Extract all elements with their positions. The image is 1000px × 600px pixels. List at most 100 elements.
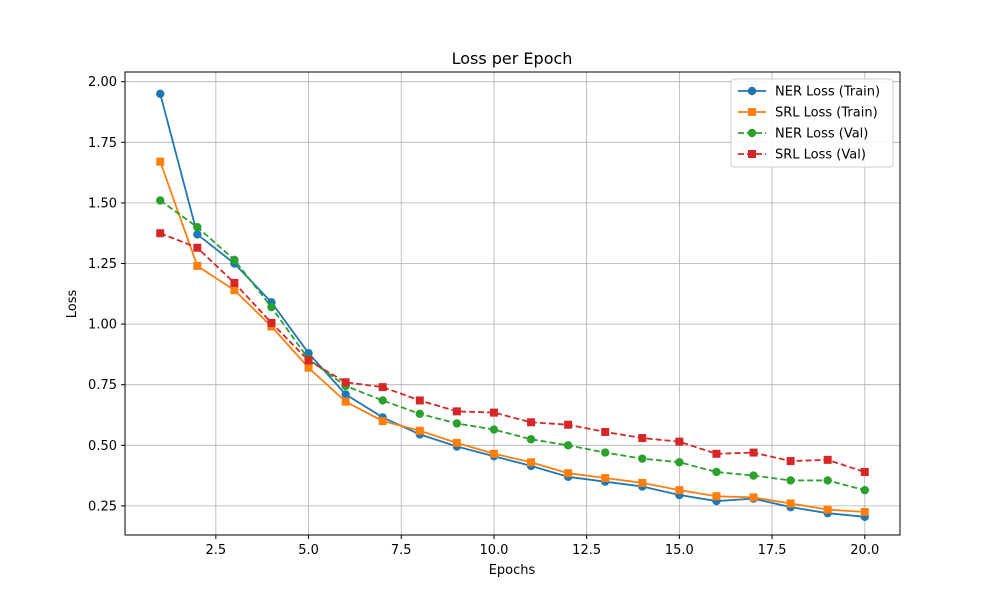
data-point xyxy=(860,467,869,476)
data-point xyxy=(675,486,684,495)
data-point xyxy=(304,363,313,372)
data-point xyxy=(823,455,832,464)
legend: NER Loss (Train) SRL Loss (Train) NER Loss… xyxy=(730,78,894,168)
x-tick-label: 7.5 xyxy=(391,543,412,558)
data-point xyxy=(749,471,758,480)
data-point xyxy=(267,302,276,312)
data-point xyxy=(341,390,350,399)
data-point xyxy=(823,505,832,514)
data-point xyxy=(230,286,239,295)
data-point xyxy=(675,437,684,446)
data-point xyxy=(489,449,498,458)
y-tick-label: 1.50 xyxy=(88,196,117,211)
data-point xyxy=(786,457,795,466)
series-1 xyxy=(156,157,869,516)
data-point xyxy=(156,229,165,238)
data-point xyxy=(823,476,832,485)
data-point xyxy=(378,417,387,426)
data-point xyxy=(452,438,461,447)
data-point xyxy=(712,467,721,477)
data-point xyxy=(601,448,610,457)
x-tick-label: 5.0 xyxy=(298,543,319,558)
data-point xyxy=(860,507,869,516)
data-point xyxy=(341,397,350,406)
data-point xyxy=(193,222,202,232)
data-point xyxy=(193,230,202,239)
data-point xyxy=(378,383,387,392)
data-point xyxy=(601,474,610,483)
data-point xyxy=(786,499,795,508)
y-tick-label: 0.25 xyxy=(88,499,117,514)
legend-label: NER Loss (Val) xyxy=(775,127,868,142)
data-point xyxy=(193,243,202,252)
data-point xyxy=(415,409,424,418)
data-point xyxy=(563,441,573,450)
legend-marker xyxy=(747,128,757,138)
series-layer xyxy=(156,89,869,522)
series-line xyxy=(159,199,866,492)
y-tick-label: 0.50 xyxy=(88,439,117,454)
data-point xyxy=(267,318,276,327)
series-line xyxy=(159,161,865,513)
legend-entry: SRL Loss (Train) xyxy=(738,106,878,121)
data-point xyxy=(564,469,573,478)
data-point xyxy=(860,485,869,495)
legend-label: SRL Loss (Val) xyxy=(775,148,866,163)
y-tick-label: 1.25 xyxy=(88,257,117,272)
data-point xyxy=(638,454,647,463)
data-point xyxy=(378,396,387,405)
x-tick-label: 15.0 xyxy=(665,543,694,558)
data-point xyxy=(304,348,313,358)
data-point xyxy=(712,449,721,458)
data-point xyxy=(489,425,499,434)
data-point xyxy=(527,458,536,467)
legend-entry: NER Loss (Val) xyxy=(738,127,868,142)
legend-label: SRL Loss (Train) xyxy=(775,106,878,121)
data-point xyxy=(452,407,461,416)
data-point xyxy=(156,196,165,205)
x-tick-label: 17.5 xyxy=(758,543,787,558)
x-tick-label: 10.0 xyxy=(479,543,508,558)
legend-entry: NER Loss (Train) xyxy=(738,85,880,100)
chart-title: Loss per Epoch xyxy=(452,49,573,68)
x-tick-label: 2.5 xyxy=(206,543,227,558)
data-point xyxy=(415,426,424,435)
y-axis-label: Loss xyxy=(65,290,80,319)
data-point xyxy=(415,396,424,405)
data-point xyxy=(564,420,573,429)
legend-label: NER Loss (Train) xyxy=(775,85,880,100)
data-point xyxy=(156,157,165,166)
x-axis-label: Epochs xyxy=(489,563,536,578)
data-point xyxy=(304,356,313,365)
data-point xyxy=(786,476,795,485)
data-point xyxy=(638,434,647,443)
data-point xyxy=(193,261,202,270)
legend-entry: SRL Loss (Val) xyxy=(738,148,866,163)
plot-frame xyxy=(124,71,901,536)
x-tick-label: 12.5 xyxy=(572,543,601,558)
data-point xyxy=(527,418,536,427)
x-tick-label: 20.0 xyxy=(850,543,879,558)
legend-marker xyxy=(747,86,757,96)
legend-marker xyxy=(748,108,756,116)
series-line xyxy=(159,232,866,473)
series-3 xyxy=(156,229,869,476)
y-tick-label: 1.75 xyxy=(88,136,117,151)
data-point xyxy=(712,492,721,501)
data-point xyxy=(601,427,610,436)
data-point xyxy=(749,448,758,457)
data-point xyxy=(341,378,350,387)
data-point xyxy=(489,408,498,417)
axis-ticks: 2.5 5.0 7.5 10.0 12.5 15.0 17.5 20.0 0.25 0.50 0.7… xyxy=(88,75,879,558)
data-point xyxy=(452,419,462,428)
data-point xyxy=(230,255,239,265)
series-line xyxy=(159,93,865,518)
data-point xyxy=(230,278,239,287)
data-point xyxy=(156,89,165,99)
y-tick-label: 1.00 xyxy=(88,318,117,333)
legend-marker xyxy=(748,150,756,158)
y-tick-label: 0.75 xyxy=(88,378,117,393)
legend-box xyxy=(730,78,894,168)
data-point xyxy=(526,435,536,444)
